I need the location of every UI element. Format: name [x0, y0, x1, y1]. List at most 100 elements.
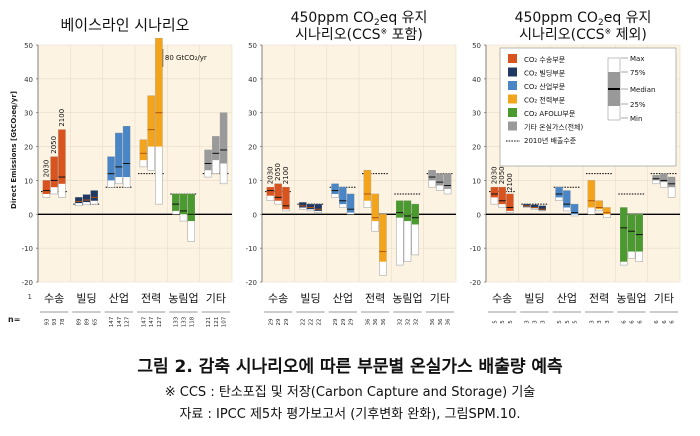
- legend-stat-label: Median: [630, 86, 655, 94]
- n-value: 121: [214, 317, 220, 328]
- y-axis-label: Direct Emissions [GtCO₂eq/yr]: [10, 91, 18, 209]
- n-value: 29: [349, 318, 355, 325]
- iqr-box: [404, 200, 411, 222]
- iqr-box: [180, 193, 187, 215]
- legend-item: 2010년 배출수준: [524, 136, 577, 145]
- chart-subtitle-main: 시나리오(CCS: [519, 27, 605, 43]
- n-value: 29: [341, 318, 347, 325]
- year-label: 2050: [274, 163, 282, 181]
- n-value: 3: [533, 320, 539, 324]
- y-tick-label: 40: [472, 76, 481, 84]
- y-tick-label: -10: [246, 245, 257, 253]
- iqr-box: [620, 207, 628, 262]
- iqr-box: [212, 136, 220, 161]
- n-value: 89: [85, 318, 91, 325]
- n-value: 36: [430, 318, 436, 325]
- n-value: 6: [662, 320, 668, 324]
- n-value: 32: [406, 319, 412, 326]
- sector-label: 기타: [430, 292, 450, 305]
- y-tick-label: 10: [472, 177, 481, 185]
- n-value: 121: [206, 317, 212, 328]
- iqr-box: [90, 190, 98, 201]
- iqr-box: [363, 170, 371, 201]
- year-label: 2030: [490, 166, 498, 184]
- iqr-box: [339, 187, 347, 205]
- figure-source: 자료 : IPCC 제5차 평가보고서 (기후변화 완화), 그림SPM.10.: [179, 407, 521, 422]
- n-value: 3: [589, 320, 595, 324]
- legend-stat-label: 25%: [630, 101, 646, 109]
- y-tick-label: 0: [253, 211, 257, 219]
- iqr-box: [660, 173, 668, 183]
- legend-item: CO₂ 산업부문: [524, 82, 566, 91]
- n-value: 65: [92, 318, 98, 325]
- iqr-box: [531, 204, 538, 209]
- legend-stat-label: Max: [630, 55, 644, 63]
- sector-label: 수송: [268, 292, 288, 305]
- offscale-note: 80 GtCO₂/yr: [165, 54, 207, 62]
- sector-label: 빌딩: [300, 292, 320, 305]
- n-value: 3: [597, 320, 603, 324]
- y-tick-label: 0: [29, 211, 33, 219]
- iqr-box: [139, 139, 147, 161]
- chart-subtitle-rest: 포함): [387, 27, 423, 43]
- figure-note: ※ CCS : 탄소포집 및 저장(Carbon Capture and Sto…: [164, 385, 536, 400]
- iqr-box: [652, 175, 660, 181]
- legend-stat-label: 75%: [630, 69, 646, 77]
- iqr-box: [347, 193, 355, 213]
- iqr-box: [668, 177, 676, 188]
- iqr-box: [498, 187, 506, 205]
- n-value: 29: [333, 318, 339, 325]
- iqr-box: [307, 204, 314, 210]
- legend-swatch: [508, 94, 517, 104]
- y-tick-label: 10: [24, 177, 33, 185]
- n-value: 6: [637, 320, 643, 324]
- legend-swatch: [508, 121, 517, 131]
- n-value: 147: [117, 316, 123, 327]
- y-tick-label: 40: [248, 76, 257, 84]
- legend-item: CO₂ 전력부문: [524, 96, 566, 105]
- y-tick-label: -10: [22, 245, 33, 253]
- iqr-box: [331, 183, 339, 194]
- sector-label: 전력: [589, 292, 609, 305]
- chart-subtitle-mark: ※: [605, 27, 612, 36]
- n-value: 36: [365, 318, 371, 325]
- chart-subtitle-mark: ※: [381, 27, 388, 36]
- n-value: 5: [557, 320, 563, 324]
- n-value: 93: [44, 318, 50, 325]
- n-value: 22: [301, 319, 307, 326]
- iqr-box: [314, 204, 322, 211]
- chart-title-rest: eq 유지: [604, 10, 652, 26]
- y-tick-label: -20: [246, 279, 257, 287]
- n-value: 147: [109, 316, 115, 327]
- iqr-box: [220, 112, 228, 164]
- chart-subtitle-main: 시나리오(CCS: [295, 27, 381, 43]
- n-value: 29: [276, 318, 282, 325]
- iqr-box: [58, 129, 66, 184]
- sector-label: 빌딩: [524, 292, 544, 305]
- y-tick-label: -20: [22, 279, 33, 287]
- y-tick-label: 50: [472, 42, 481, 50]
- n-value: 36: [446, 318, 452, 325]
- legend-item: CO₂ 빌딩부문: [524, 69, 566, 78]
- legend-swatch: [508, 81, 517, 90]
- y-tick-label: 40: [24, 76, 33, 84]
- n-value: 5: [565, 320, 571, 324]
- year-label: 2100: [282, 166, 290, 184]
- iqr-box: [635, 214, 643, 252]
- sector-label: 산업: [109, 292, 129, 305]
- n-value: 36: [381, 318, 387, 325]
- chart-title-main: 450ppm CO: [515, 10, 598, 26]
- n-value: 6: [670, 320, 676, 324]
- n-value: 127: [125, 316, 131, 327]
- chart-title-subscript: 2: [374, 18, 380, 28]
- iqr-box: [115, 133, 123, 178]
- iqr-box: [147, 95, 155, 147]
- sector-label: 전력: [141, 292, 161, 305]
- n-value: 36: [438, 318, 444, 325]
- n-value: 36: [373, 318, 379, 325]
- iqr-box: [444, 173, 452, 189]
- iqr-box: [428, 170, 436, 181]
- y-tick-label: 30: [24, 110, 33, 118]
- sector-label: 수송: [44, 292, 64, 305]
